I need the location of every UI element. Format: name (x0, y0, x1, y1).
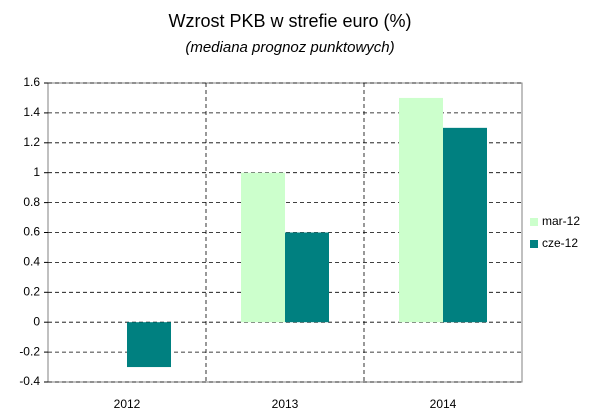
y-tick-label: 0.8 (23, 195, 40, 209)
y-tick-label: 1 (33, 165, 40, 179)
legend-swatch (530, 240, 538, 248)
bar (285, 232, 329, 323)
legend-label: mar-12 (542, 214, 580, 228)
y-tick-label: 1.4 (23, 105, 40, 119)
y-tick-label: 1.2 (23, 135, 40, 149)
y-tick-label: 0 (33, 314, 40, 328)
x-tick-label: 2013 (272, 397, 299, 411)
legend-label: cze-12 (542, 236, 578, 250)
x-tick-label: 2014 (430, 397, 457, 411)
x-tick-label: 2012 (114, 397, 141, 411)
bar (127, 322, 171, 368)
chart-title: Wzrost PKB w strefie euro (%) (168, 11, 411, 31)
y-tick-label: 0.2 (23, 284, 40, 298)
y-tick-label: -0.2 (19, 344, 40, 358)
bar (443, 127, 487, 323)
legend-swatch (530, 218, 538, 226)
bar (399, 97, 443, 323)
chart-subtitle: (mediana prognoz punktowych) (185, 39, 394, 56)
y-tick-label: -0.4 (19, 374, 40, 388)
bar (241, 172, 285, 323)
y-tick-label: 0.6 (23, 225, 40, 239)
y-tick-label: 1.6 (23, 75, 40, 89)
y-tick-label: 0.4 (23, 255, 40, 269)
